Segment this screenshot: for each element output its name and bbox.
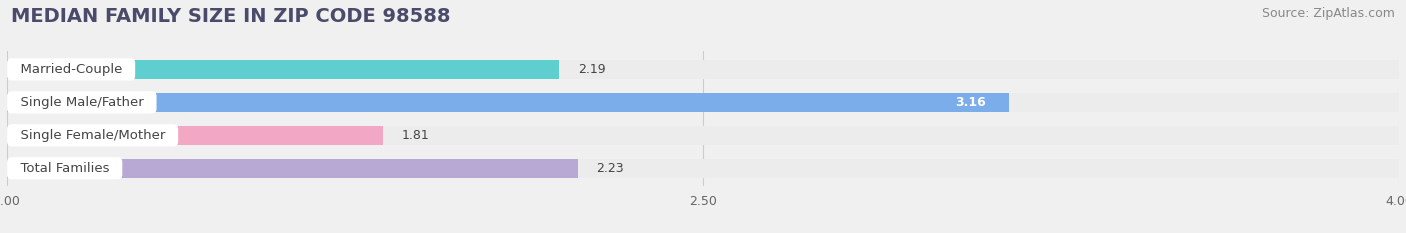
Text: 3.16: 3.16: [955, 96, 986, 109]
Text: MEDIAN FAMILY SIZE IN ZIP CODE 98588: MEDIAN FAMILY SIZE IN ZIP CODE 98588: [11, 7, 451, 26]
Bar: [7, 60, 560, 79]
Text: 2.23: 2.23: [596, 162, 624, 175]
Text: Married-Couple: Married-Couple: [11, 63, 131, 76]
Bar: [7, 126, 382, 145]
Text: Total Families: Total Families: [11, 162, 118, 175]
Bar: [7, 93, 1399, 112]
Text: 1.81: 1.81: [402, 129, 429, 142]
Bar: [7, 60, 1399, 79]
Text: 2.19: 2.19: [578, 63, 606, 76]
Bar: [7, 93, 1010, 112]
Text: Single Male/Father: Single Male/Father: [11, 96, 152, 109]
Text: Source: ZipAtlas.com: Source: ZipAtlas.com: [1261, 7, 1395, 20]
Bar: [7, 126, 1399, 145]
Bar: [7, 159, 1399, 178]
Text: Single Female/Mother: Single Female/Mother: [11, 129, 173, 142]
Bar: [7, 159, 578, 178]
